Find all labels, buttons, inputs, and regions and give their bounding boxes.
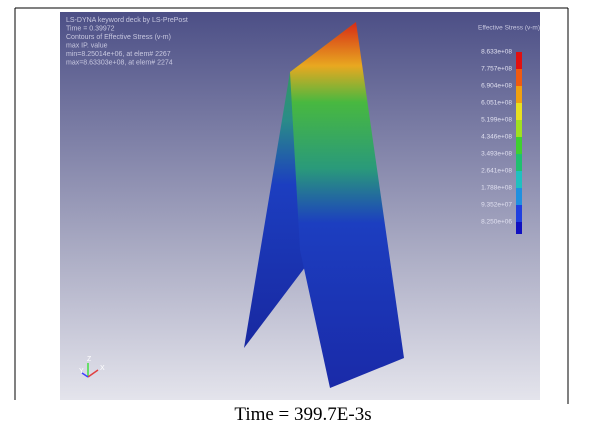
legend-label: 3.493e+08 <box>481 151 512 158</box>
legend-label: 8.633e+08 <box>481 49 512 56</box>
legend-swatch <box>516 137 522 154</box>
legend-label: 4.346e+08 <box>481 134 512 141</box>
triad-label: X <box>100 365 105 372</box>
legend-label: 6.904e+08 <box>481 83 512 90</box>
legend-swatch <box>516 222 522 234</box>
legend-label: 8.250e+06 <box>481 219 512 226</box>
legend-label: 9.352e+07 <box>481 202 512 209</box>
legend-swatch <box>516 86 522 103</box>
header-line: Time = 0.39972 <box>66 25 115 32</box>
legend-swatch <box>516 188 522 205</box>
header-line: max=8.63303e+08, at elem# 2274 <box>66 59 173 66</box>
triad-label: Z <box>87 356 92 363</box>
legend <box>516 52 522 234</box>
header-line: Contours of Effective Stress (v-m) <box>66 34 171 41</box>
legend-label: 6.051e+08 <box>481 100 512 107</box>
caption: Time = 399.7E-3s <box>0 404 606 426</box>
legend-label: 7.757e+08 <box>481 66 512 73</box>
legend-swatch <box>516 205 522 222</box>
legend-swatch <box>516 52 522 69</box>
header-line: max IP. value <box>66 42 108 49</box>
triad-label: Y <box>79 368 84 375</box>
legend-label: 2.641e+08 <box>481 168 512 175</box>
header-line: min=8.25014e+06, at elem# 2267 <box>66 51 171 58</box>
legend-swatch <box>516 171 522 188</box>
legend-swatch <box>516 69 522 86</box>
legend-label: 5.199e+08 <box>481 117 512 124</box>
header-line: LS-DYNA keyword deck by LS-PrePost <box>66 17 188 24</box>
legend-title: Effective Stress (v-m) <box>478 25 540 32</box>
legend-label: 1.788e+08 <box>481 185 512 192</box>
page: LS-DYNA keyword deck by LS-PrePostTime =… <box>0 0 606 427</box>
legend-swatch <box>516 120 522 137</box>
legend-swatch <box>516 154 522 171</box>
legend-swatch <box>516 103 522 120</box>
